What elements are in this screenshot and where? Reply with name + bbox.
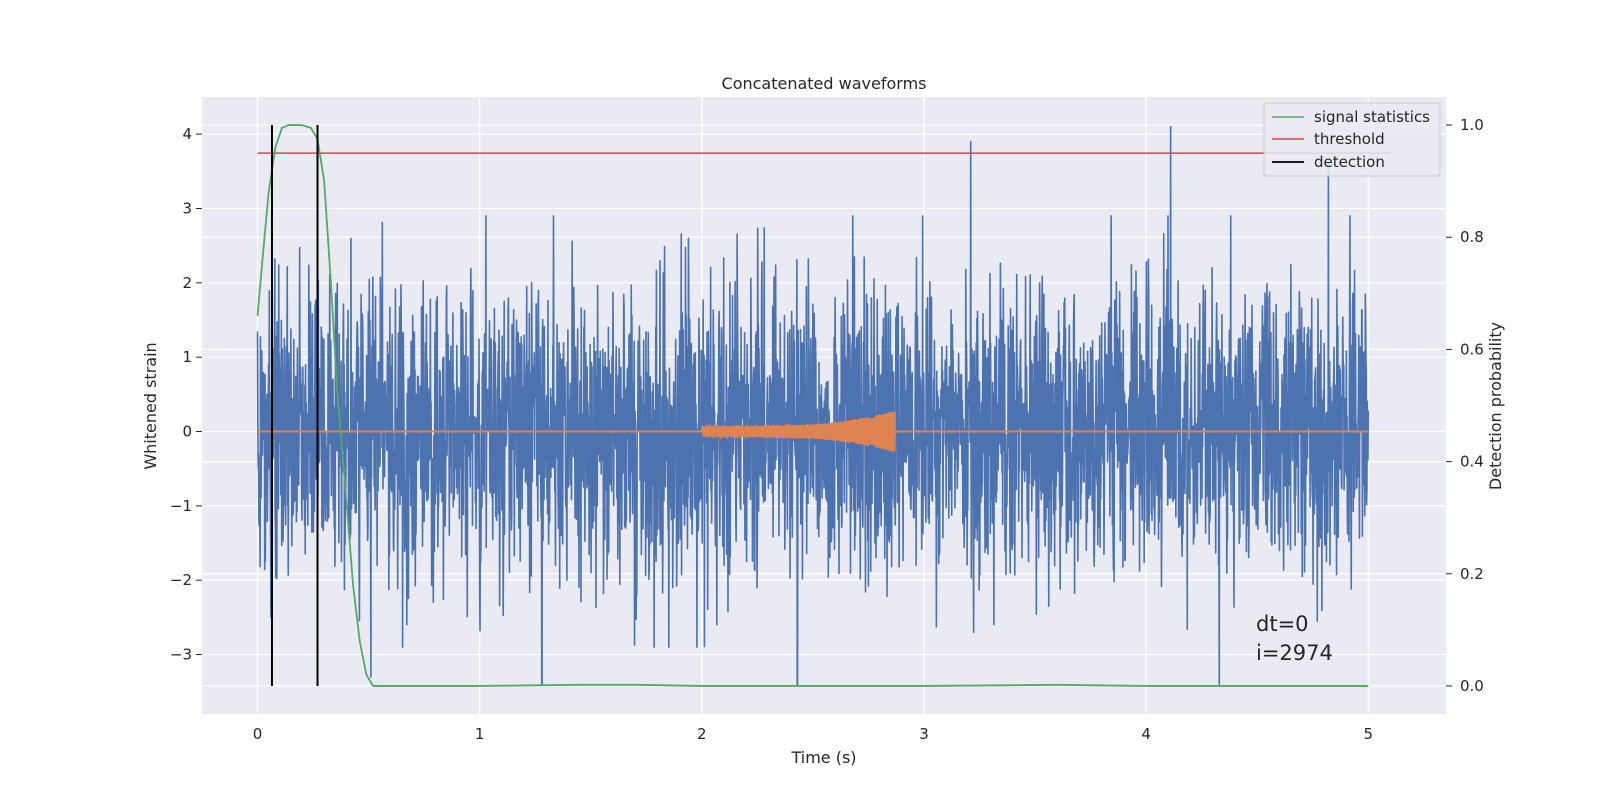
y2-tick-label: 1.0 xyxy=(1460,116,1484,134)
y2-tick-label: 0.4 xyxy=(1460,453,1484,471)
x-axis-label: Time (s) xyxy=(790,748,856,767)
y-tick-label: 1 xyxy=(182,348,192,366)
x-tick-label: 2 xyxy=(697,725,707,743)
y2-tick-label: 0.2 xyxy=(1460,565,1484,583)
legend-box xyxy=(1263,102,1441,177)
legend-label-detection: detection xyxy=(1314,153,1385,171)
legend-label-signal-statistics: signal statistics xyxy=(1314,108,1430,126)
series-line-whitened-strain xyxy=(256,125,1370,686)
y-tick-label: −3 xyxy=(170,646,192,664)
y-axis-label: Whitened strain xyxy=(141,342,160,469)
series-line-chirp xyxy=(701,411,896,452)
y-tick-label: −1 xyxy=(170,497,192,515)
y-tick-label: 4 xyxy=(182,125,192,143)
series-layer xyxy=(256,124,1391,687)
y-tick-label: 0 xyxy=(182,423,192,441)
y2-tick-label: 0.6 xyxy=(1460,340,1484,358)
y2-tick-label: 0.0 xyxy=(1460,677,1484,695)
x-tick-label: 0 xyxy=(253,725,263,743)
y2-tick-label: 0.8 xyxy=(1460,228,1484,246)
series-line-signal-statistics xyxy=(256,124,1369,687)
series-line-chirp-baseline xyxy=(257,417,1369,444)
legend-label-threshold: threshold xyxy=(1314,130,1385,148)
x-tick-label: 4 xyxy=(1141,725,1151,743)
annotation-index: i=2974 xyxy=(1256,641,1333,665)
y-tick-label: −2 xyxy=(170,571,192,589)
legend: signal statistics threshold detection xyxy=(1263,102,1441,177)
x-tick-label: 3 xyxy=(919,725,929,743)
x-tick-label: 1 xyxy=(475,725,485,743)
x-tick-label: 5 xyxy=(1363,725,1373,743)
y-tick-label: 3 xyxy=(182,200,192,218)
y-tick-label: 2 xyxy=(182,274,192,292)
y2-axis-label: Detection probability xyxy=(1486,322,1505,490)
chart-title: Concatenated waveforms xyxy=(722,74,927,93)
axes-layer: 0 1 2 3 4 5 −3 −2 −1 0 1 2 3 4 0.0 0.2 0.4 0.6 0.8 1.0 xyxy=(170,116,1484,743)
annotation-dt: dt=0 xyxy=(1256,612,1309,636)
